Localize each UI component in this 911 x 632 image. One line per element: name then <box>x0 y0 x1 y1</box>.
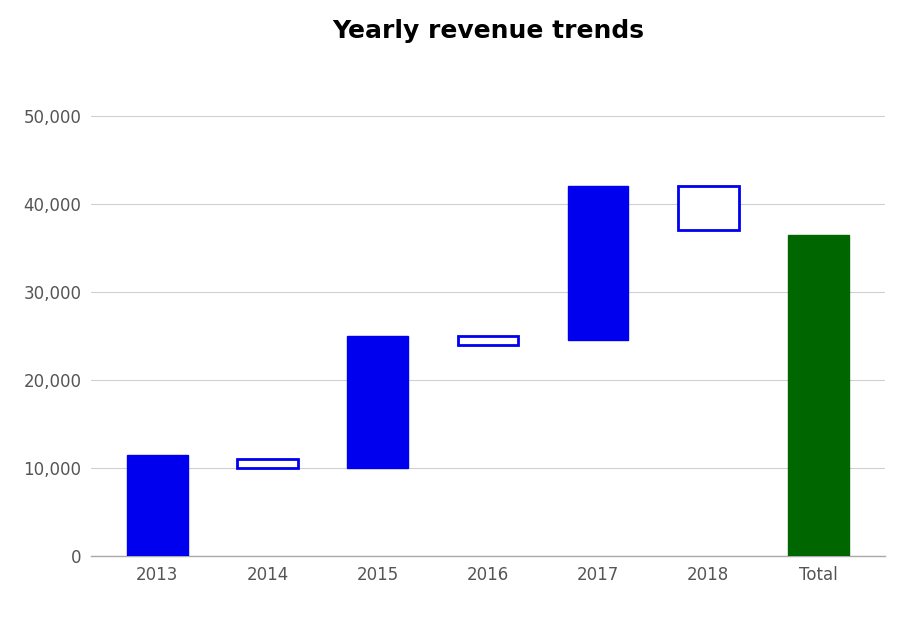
Title: Yearly revenue trends: Yearly revenue trends <box>332 19 643 43</box>
Bar <box>127 455 188 556</box>
Bar <box>347 336 407 468</box>
Bar <box>237 459 298 468</box>
Bar <box>677 186 738 231</box>
Bar <box>568 186 628 341</box>
Bar <box>457 336 517 345</box>
Bar <box>787 235 848 556</box>
